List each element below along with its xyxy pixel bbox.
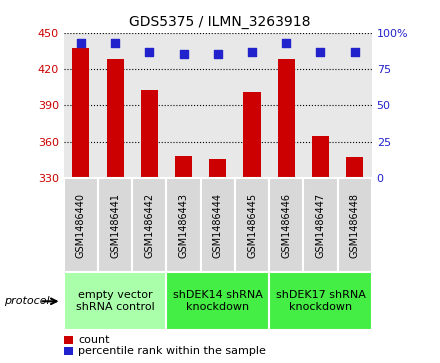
Text: GDS5375 / ILMN_3263918: GDS5375 / ILMN_3263918 (129, 15, 311, 29)
Text: GSM1486448: GSM1486448 (350, 192, 359, 258)
Bar (175, 156, 192, 178)
Point (214, 52, 221, 57)
Text: count: count (78, 335, 110, 345)
Text: shDEK17 shRNA
knockdown: shDEK17 shRNA knockdown (275, 290, 365, 312)
Point (146, 49, 153, 54)
Text: GSM1486440: GSM1486440 (76, 192, 86, 258)
Bar (209, 159, 226, 178)
Point (351, 49, 358, 54)
Bar (243, 92, 260, 178)
Text: GSM1486444: GSM1486444 (213, 192, 223, 258)
Text: GSM1486442: GSM1486442 (144, 192, 154, 258)
Bar (312, 135, 329, 178)
Text: GSM1486445: GSM1486445 (247, 192, 257, 258)
Text: GSM1486443: GSM1486443 (179, 192, 189, 258)
Point (249, 49, 256, 54)
Text: shDEK14 shRNA
knockdown: shDEK14 shRNA knockdown (173, 290, 263, 312)
Text: GSM1486446: GSM1486446 (281, 192, 291, 258)
Text: percentile rank within the sample: percentile rank within the sample (78, 346, 266, 356)
Point (283, 40, 290, 46)
Point (77, 40, 84, 46)
Text: GSM1486447: GSM1486447 (315, 192, 326, 258)
Bar (106, 59, 124, 178)
Bar (141, 90, 158, 178)
Bar (72, 48, 89, 178)
Bar (346, 157, 363, 178)
Point (180, 52, 187, 57)
Point (317, 49, 324, 54)
Text: empty vector
shRNA control: empty vector shRNA control (76, 290, 154, 312)
Bar (278, 59, 295, 178)
Point (112, 40, 119, 46)
Text: protocol: protocol (4, 296, 50, 306)
Text: GSM1486441: GSM1486441 (110, 192, 120, 258)
